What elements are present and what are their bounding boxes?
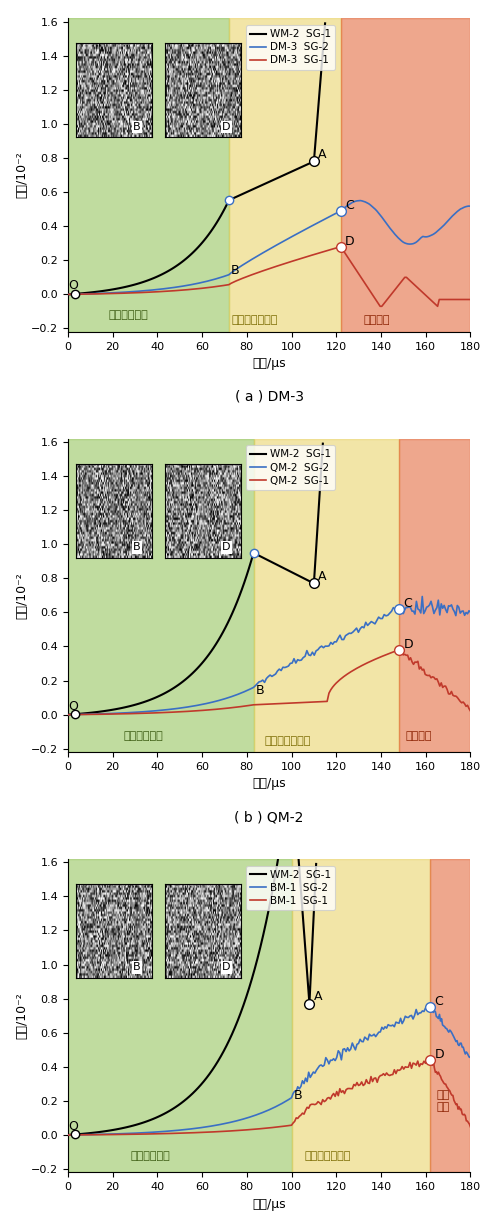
Text: B: B [231, 264, 239, 277]
X-axis label: 时间/μs: 时间/μs [252, 778, 286, 791]
Text: D: D [434, 1049, 443, 1061]
Text: 失效阶段: 失效阶段 [363, 316, 389, 326]
Y-axis label: 应变/10⁻²: 应变/10⁻² [15, 152, 28, 198]
Text: O: O [68, 1120, 77, 1132]
Text: C: C [434, 995, 442, 1008]
Text: O: O [68, 700, 77, 712]
Text: 协同变形阶段: 协同变形阶段 [123, 730, 163, 740]
Text: C: C [403, 598, 411, 610]
Text: 失效阶段: 失效阶段 [405, 730, 431, 740]
Text: ( a ) DM-3: ( a ) DM-3 [234, 390, 303, 403]
Bar [340, 18, 469, 332]
Bar [68, 18, 228, 332]
Bar [429, 859, 469, 1172]
Text: B: B [293, 1089, 302, 1102]
Bar [68, 859, 291, 1172]
Text: D: D [345, 234, 354, 248]
Legend: WM-2  SG-1, DM-3  SG-2, DM-3  SG-1: WM-2 SG-1, DM-3 SG-2, DM-3 SG-1 [246, 26, 335, 69]
Text: ( b ) QM-2: ( b ) QM-2 [234, 810, 303, 824]
Text: 协同变形阶段: 协同变形阶段 [108, 310, 148, 321]
Text: A: A [313, 990, 322, 1004]
Text: 不协同变形阶段: 不协同变形阶段 [231, 316, 277, 326]
Text: B: B [255, 684, 264, 697]
Text: C: C [345, 199, 353, 213]
Bar [228, 18, 340, 332]
Text: A: A [318, 570, 326, 583]
Bar [398, 439, 469, 752]
Text: 不协同变形阶段: 不协同变形阶段 [264, 735, 310, 746]
Legend: WM-2  SG-1, BM-1  SG-2, BM-1  SG-1: WM-2 SG-1, BM-1 SG-2, BM-1 SG-1 [246, 865, 335, 910]
Legend: WM-2  SG-1, QM-2  SG-2, QM-2  SG-1: WM-2 SG-1, QM-2 SG-2, QM-2 SG-1 [246, 446, 335, 490]
Text: O: O [68, 279, 77, 293]
Text: 协同变形阶段: 协同变形阶段 [130, 1151, 170, 1160]
Bar [291, 859, 429, 1172]
Text: A: A [318, 148, 326, 162]
X-axis label: 时间/μs: 时间/μs [252, 357, 286, 371]
Y-axis label: 应变/10⁻²: 应变/10⁻² [15, 993, 28, 1039]
Bar [68, 439, 253, 752]
Bar [253, 439, 398, 752]
Y-axis label: 应变/10⁻²: 应变/10⁻² [15, 572, 28, 618]
Text: 不协同变形阶段: 不协同变形阶段 [304, 1151, 350, 1160]
X-axis label: 时间/μs: 时间/μs [252, 1198, 286, 1211]
Text: 失效
阶段: 失效 阶段 [436, 1090, 449, 1112]
Text: D: D [403, 638, 412, 651]
